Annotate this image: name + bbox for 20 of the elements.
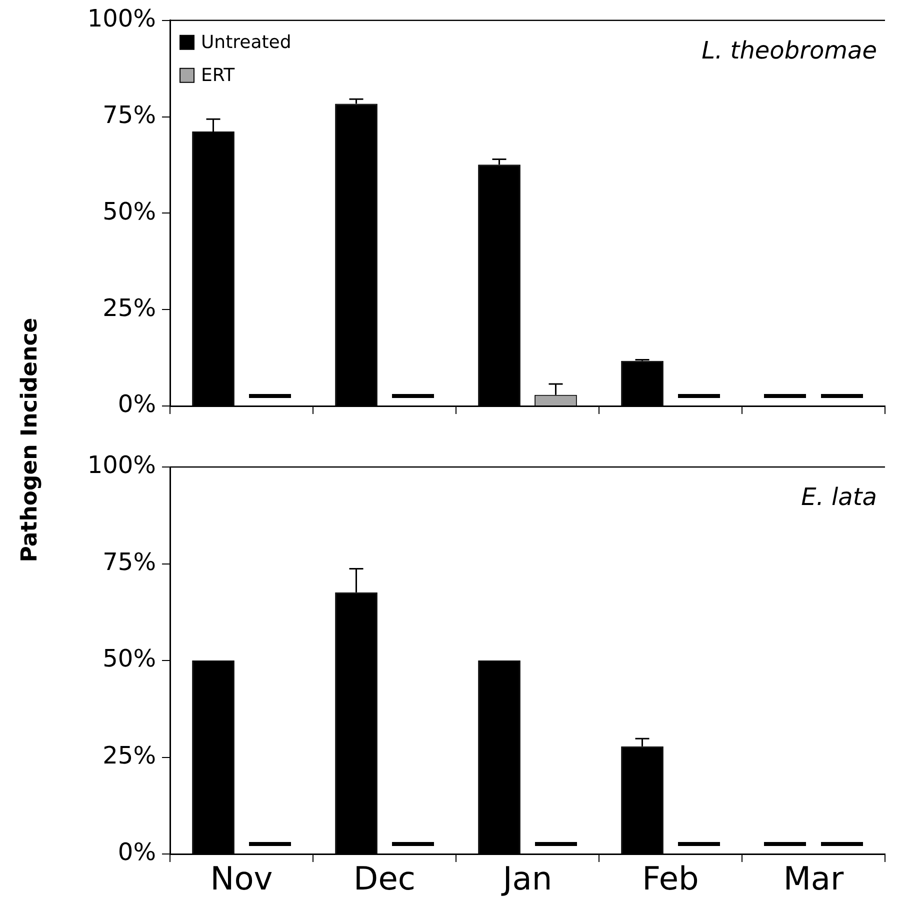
annotation: L. theobromae xyxy=(702,36,877,65)
y-tick-label: 75% xyxy=(102,548,156,576)
x-tick-label: Dec xyxy=(354,860,416,898)
y-tick-label: 100% xyxy=(87,451,156,480)
y-tick-label: 100% xyxy=(87,4,156,33)
legend-label: ERT xyxy=(201,65,236,86)
y-tick-label: 25% xyxy=(102,741,156,770)
y-tick-label: 50% xyxy=(102,197,156,226)
y-tick-label: 0% xyxy=(118,838,156,866)
y-tick-label: 50% xyxy=(102,644,156,673)
x-tick-label: Feb xyxy=(642,860,699,898)
y-tick-label: 25% xyxy=(102,294,156,322)
x-tick-label: Jan xyxy=(500,860,552,898)
x-tick-label: Mar xyxy=(783,860,845,898)
x-tick-label: Nov xyxy=(210,860,273,898)
annotation: E. lata xyxy=(801,483,877,512)
legend-label: Untreated xyxy=(201,32,292,54)
y-tick-label: 0% xyxy=(118,390,156,418)
y-axis-title: Pathogen Incidence xyxy=(18,318,42,562)
y-tick-label: 75% xyxy=(102,101,156,130)
